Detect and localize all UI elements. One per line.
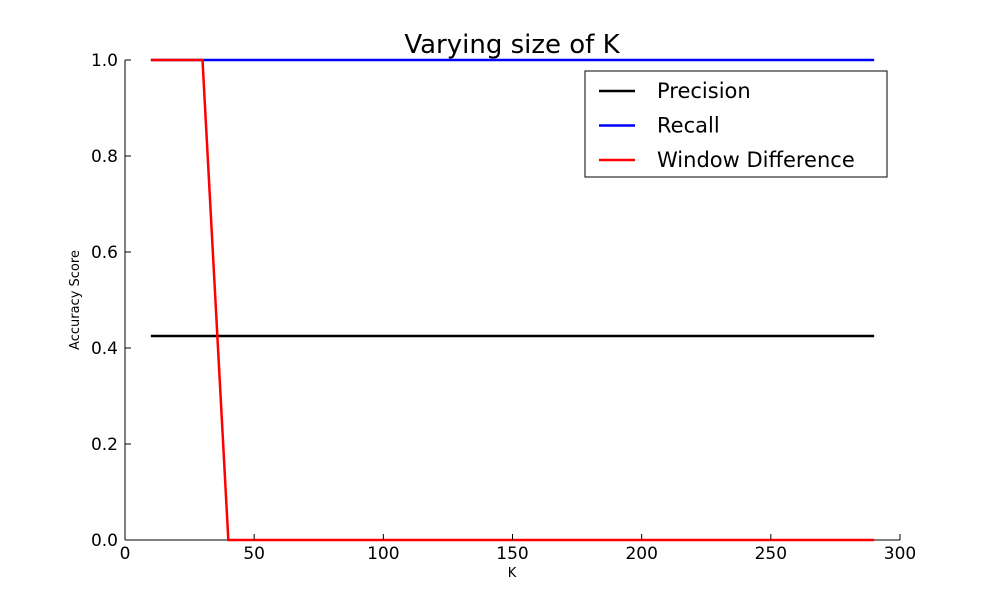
x-tick-label: 100 (367, 544, 399, 564)
y-tick-label: 0.0 (91, 531, 118, 551)
y-axis-label: Accuracy Score (68, 250, 83, 350)
x-tick-label: 0 (120, 544, 131, 564)
legend-box (584, 70, 888, 178)
x-axis-label: K (508, 566, 517, 581)
x-tick-label: 250 (755, 544, 787, 564)
plot-area: 0 50 100 150 200 250 300 0.0 0.2 0.4 0.6 0.8 1.0 (91, 51, 916, 564)
y-tick-label: 0.6 (91, 243, 118, 263)
x-tick-label: 150 (496, 544, 528, 564)
legend-label-recall: Recall (657, 114, 720, 138)
series-layer (150, 58, 875, 542)
y-ticks: 0.0 0.2 0.4 0.6 0.8 1.0 (91, 51, 131, 551)
legend-label-window-difference: Window Difference (657, 148, 855, 172)
y-tick-label: 0.4 (91, 339, 118, 359)
y-tick-label: 0.8 (91, 147, 118, 167)
x-tick-label: 50 (243, 544, 265, 564)
y-tick-label: 0.2 (91, 435, 118, 455)
legend: Precision Recall Window Difference (584, 70, 888, 178)
x-ticks: 0 50 100 150 200 250 300 (120, 534, 916, 564)
series-line-window-difference (150, 58, 875, 542)
chart-title: Varying size of K (404, 30, 620, 60)
x-tick-label: 300 (884, 544, 916, 564)
x-tick-label: 200 (625, 544, 657, 564)
legend-label-precision: Precision (657, 79, 751, 103)
y-tick-label: 1.0 (91, 51, 118, 71)
